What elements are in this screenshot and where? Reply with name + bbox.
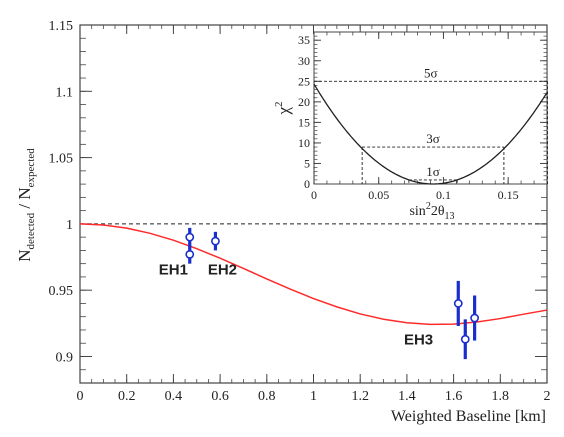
hall-label: EH2 bbox=[208, 261, 237, 278]
data-point-marker bbox=[211, 236, 220, 246]
main-x-tick-label: 1.2 bbox=[351, 389, 369, 404]
inset-y-tick-label: 5 bbox=[304, 156, 310, 170]
inset-x-label-sub: 13 bbox=[445, 211, 455, 222]
inset-x-tick-label: 0.1 bbox=[436, 188, 451, 202]
annotations-group: EH1 EH2 EH3 bbox=[159, 261, 433, 348]
main-x-axis-label: Weighted Baseline [km] bbox=[391, 408, 546, 425]
sigma-levels-group: 1σ 3σ 5σ bbox=[313, 65, 548, 184]
inset-y-tick-label: 15 bbox=[298, 115, 310, 129]
inset-y-tick-label: 0 bbox=[304, 177, 310, 191]
data-point-marker bbox=[185, 249, 195, 259]
y-label-sub1: detected bbox=[25, 212, 37, 249]
main-y-tick-label: 1.1 bbox=[56, 85, 74, 100]
inset-x-tick-label: 0.05 bbox=[368, 188, 389, 202]
chi2-parabola bbox=[313, 83, 548, 185]
inset-y-label-sup: 2 bbox=[273, 101, 285, 107]
main-y-axis-label: Ndetected / Nexpected bbox=[15, 148, 37, 262]
inset-x-tick-label: 0.15 bbox=[498, 188, 519, 202]
inset-x-label-sin: sin bbox=[409, 204, 425, 219]
main-x-tick-label: 0.6 bbox=[211, 389, 229, 404]
main-y-tick-label: 0.9 bbox=[56, 350, 74, 365]
y-label-mid: / N bbox=[15, 187, 34, 213]
inset-y-label-chi: χ bbox=[274, 107, 293, 116]
main-y-tick-label: 1.15 bbox=[49, 19, 74, 34]
inset-y-tick-label: 35 bbox=[298, 33, 310, 47]
main-x-tick-label: 1.6 bbox=[445, 389, 463, 404]
inset-ticks-group: 0 0.05 0.1 0.15 0 5 10 15 20 25 30 35 bbox=[298, 31, 548, 202]
sigma-level-label: 5σ bbox=[424, 65, 438, 80]
data-point-marker bbox=[470, 313, 480, 323]
main-x-tick-label: 0.8 bbox=[258, 389, 276, 404]
inset-background bbox=[314, 32, 547, 184]
main-x-tick-label: 1.4 bbox=[398, 389, 416, 404]
data-point-marker bbox=[453, 299, 463, 308]
data-point-marker bbox=[185, 232, 195, 242]
inset-y-tick-label: 20 bbox=[298, 95, 310, 109]
inset-y-tick-label: 30 bbox=[298, 54, 310, 68]
main-y-tick-label: 1 bbox=[66, 218, 73, 233]
data-point-marker bbox=[460, 334, 470, 344]
y-label-sub2: expected bbox=[25, 148, 37, 188]
inset-x-label-mid: 2θ bbox=[431, 204, 445, 219]
inset-x-label-sup: 2 bbox=[426, 201, 431, 212]
oscillation-curve bbox=[79, 223, 548, 326]
inset-y-tick-label: 10 bbox=[298, 136, 310, 150]
main-x-tick-label: 1 bbox=[310, 389, 317, 404]
main-x-tick-label: 1.8 bbox=[492, 389, 510, 404]
hall-label: EH1 bbox=[159, 261, 188, 278]
inset-x-tick-label: 0 bbox=[311, 188, 317, 202]
main-x-tick-label: 0 bbox=[77, 389, 84, 404]
main-x-tick-label: 0.2 bbox=[118, 389, 136, 404]
y-label-n1: N bbox=[15, 249, 34, 261]
sigma-level-label: 1σ bbox=[426, 164, 440, 179]
hall-label: EH3 bbox=[404, 332, 433, 349]
data-points-group bbox=[185, 227, 480, 360]
main-x-tick-label: 2 bbox=[544, 389, 551, 404]
main-y-tick-label: 1.05 bbox=[49, 152, 74, 167]
inset-y-axis-label: χ2 bbox=[273, 101, 293, 115]
inset-x-axis-label: sin22θ13 bbox=[409, 201, 454, 222]
main-y-tick-label: 0.95 bbox=[49, 284, 74, 299]
main-x-tick-label: 0.4 bbox=[165, 389, 183, 404]
inset-y-tick-label: 25 bbox=[298, 74, 310, 88]
sigma-level-label: 3σ bbox=[426, 131, 440, 146]
